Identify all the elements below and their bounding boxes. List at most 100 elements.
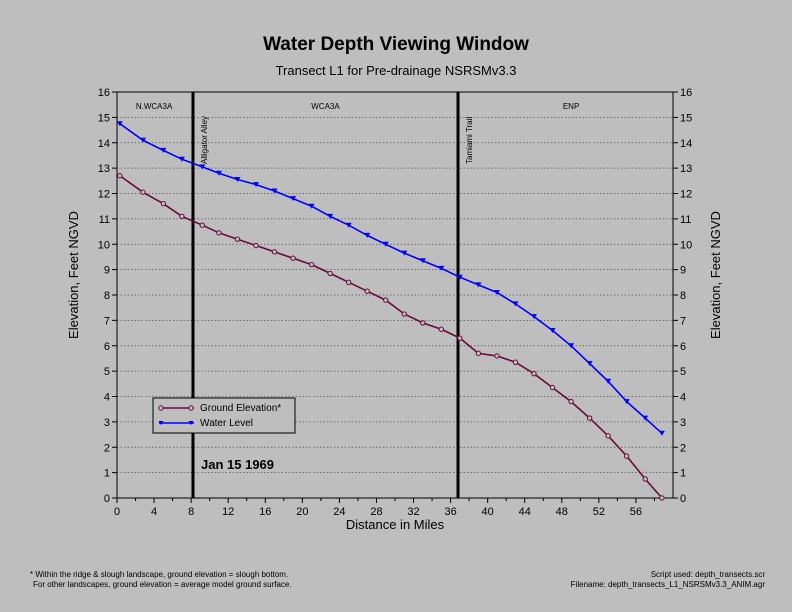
x-tick-label: 24 xyxy=(333,506,345,518)
y-tick-label-left: 8 xyxy=(104,290,110,302)
water-level-point xyxy=(215,170,222,176)
water-level-point xyxy=(271,188,278,194)
x-tick-label: 40 xyxy=(482,506,494,518)
ground-elevation-point xyxy=(642,476,648,482)
water-level-point xyxy=(475,282,482,288)
legend-water-label: Water Level xyxy=(200,418,253,429)
water-level-point xyxy=(493,289,500,295)
ground-elevation-point xyxy=(345,279,352,286)
water-level-point xyxy=(549,328,556,334)
y-tick-label-right: 6 xyxy=(680,341,686,353)
y-tick-label-left: 9 xyxy=(104,265,110,277)
y-tick-label-left: 16 xyxy=(98,87,110,99)
grid xyxy=(117,116,673,474)
ground-elevation-point xyxy=(623,453,630,459)
water-level-point xyxy=(419,258,426,264)
footnote-line1: * Within the ridge & slough landscape, g… xyxy=(30,570,288,579)
x-tick-label: 44 xyxy=(519,506,531,518)
y-tick-label-left: 11 xyxy=(99,214,110,226)
water-level-point xyxy=(139,137,146,143)
ground-elevation-point xyxy=(271,249,278,255)
water-level-point xyxy=(512,301,519,307)
legend-water-marker-2 xyxy=(188,421,194,425)
y-tick-label-left: 7 xyxy=(104,315,110,327)
water-level-point xyxy=(642,415,649,421)
y-tick-label-right: 3 xyxy=(680,417,686,429)
y-tick-label-right: 0 xyxy=(680,493,686,505)
water-level-line xyxy=(119,123,663,434)
x-tick-label: 32 xyxy=(407,506,419,518)
ground-elevation-point xyxy=(216,230,222,236)
y-tick-label-right: 16 xyxy=(680,87,692,99)
y-tick-label-right: 10 xyxy=(680,239,692,251)
y-tick-label-left: 3 xyxy=(104,417,110,429)
ground-elevation-point xyxy=(401,311,407,317)
x-tick-label: 16 xyxy=(259,506,271,518)
ground-elevation-point xyxy=(438,326,445,332)
ground-elevation-point xyxy=(605,433,611,439)
water-level-point xyxy=(327,213,334,219)
y-tick-label-right: 7 xyxy=(680,315,686,327)
ground-elevation-point xyxy=(253,242,259,249)
y-tick-label-left: 5 xyxy=(104,366,110,378)
water-level-point xyxy=(382,241,389,247)
road-lines: Alligator Alley Tamiami Trail xyxy=(191,92,474,498)
ground-elevation-point xyxy=(140,189,146,195)
water-level-point xyxy=(456,274,463,280)
water-level-point xyxy=(234,177,241,183)
x-tick-label: 36 xyxy=(444,506,456,518)
y-tick-label-right: 15 xyxy=(680,112,692,124)
ground-elevation-point xyxy=(290,255,296,261)
y-tick-label-right: 9 xyxy=(680,265,686,277)
legend-ground-label: Ground Elevation* xyxy=(200,403,281,414)
ground-elevation-point xyxy=(199,222,205,228)
ground-elevation-line xyxy=(119,175,663,499)
water-level-point xyxy=(531,314,537,320)
x-tick-label: 20 xyxy=(296,506,308,518)
road-label: Tamiami Trail xyxy=(465,117,474,164)
legend-water-marker xyxy=(158,421,164,425)
region-label: ENP xyxy=(563,102,579,111)
y-axis-label-right: Elevation, Feet NGVD xyxy=(708,211,723,339)
ground-elevation-point xyxy=(568,398,574,405)
legend-box xyxy=(152,397,296,434)
y-tick-label-left: 14 xyxy=(98,138,110,150)
x-tick-label: 0 xyxy=(114,506,120,518)
chart-subtitle: Transect L1 for Pre-drainage NSRSMv3.3 xyxy=(276,63,517,78)
y-tick-label-left: 13 xyxy=(98,163,110,175)
y-tick-label-left: 1 xyxy=(104,468,110,480)
script-used: Script used: depth_transects.scr xyxy=(651,570,766,579)
series xyxy=(116,121,665,501)
y-tick-label-left: 0 xyxy=(104,493,110,505)
water-level-point xyxy=(605,378,612,384)
water-level-point xyxy=(623,399,630,405)
ground-elevation-point xyxy=(475,350,482,357)
legend: Ground Elevation* Water Level xyxy=(152,397,296,434)
road-label: Alligator Alley xyxy=(200,116,209,164)
ground-elevation-point xyxy=(327,270,333,277)
ground-elevation-point xyxy=(383,297,389,303)
ground-elevation-point xyxy=(586,415,593,421)
water-level-point xyxy=(178,156,185,162)
water-level-point xyxy=(308,203,315,209)
legend-ground-marker xyxy=(158,405,164,411)
water-level-point xyxy=(568,343,575,349)
y-tick-label-right: 12 xyxy=(680,189,692,201)
chart-title: Water Depth Viewing Window xyxy=(263,34,529,55)
filename: Filename: depth_transects_L1_NSRSMv3.3_A… xyxy=(571,580,766,589)
ground-elevation-point xyxy=(494,353,500,359)
y-tick-label-right: 14 xyxy=(680,138,692,150)
y-tick-label-right: 2 xyxy=(680,442,686,454)
ground-elevation-point xyxy=(364,288,370,294)
water-level-point xyxy=(199,164,206,170)
y-tick-label-left: 12 xyxy=(98,189,110,201)
water-level-point xyxy=(401,250,408,256)
water-level-point xyxy=(345,222,352,228)
ground-elevation-point xyxy=(117,173,123,179)
ground-elevation-point xyxy=(179,213,185,220)
water-level-point xyxy=(658,430,665,436)
ground-elevation-point xyxy=(308,261,315,268)
x-tick-label: 52 xyxy=(593,506,605,518)
